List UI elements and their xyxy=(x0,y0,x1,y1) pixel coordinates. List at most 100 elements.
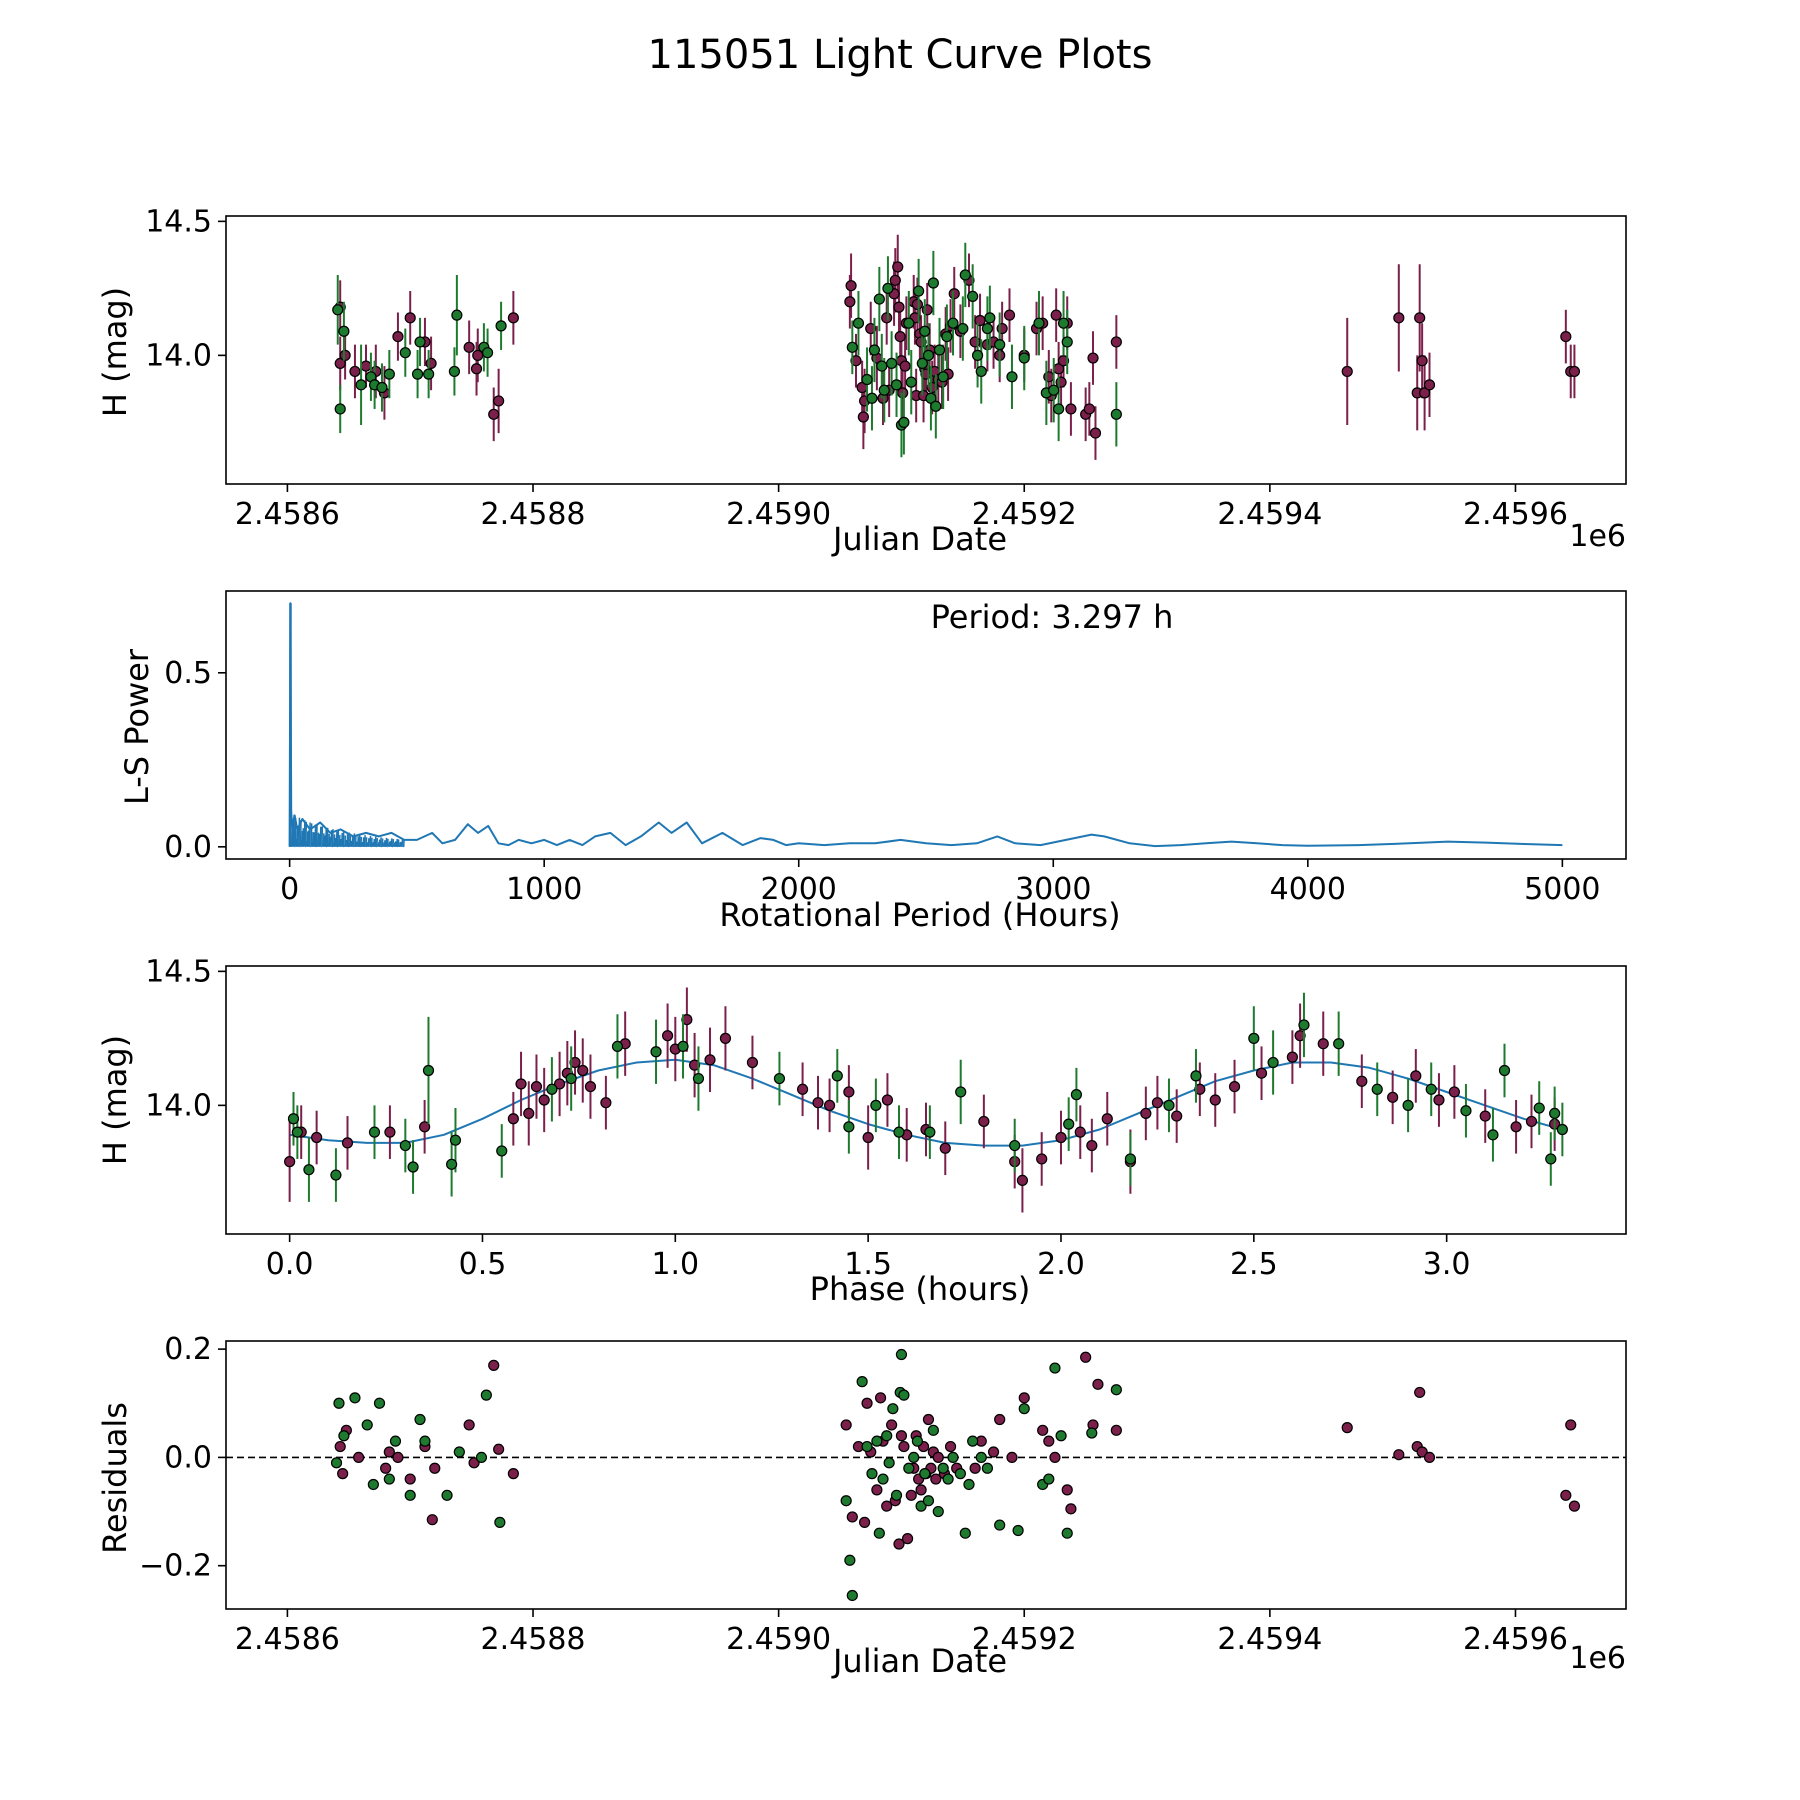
phased-data-point xyxy=(1479,1110,1491,1122)
phased-data-point xyxy=(611,1040,624,1053)
phased-data-point xyxy=(1074,1126,1086,1138)
residuals-data-point xyxy=(930,1473,942,1485)
residuals-data-point xyxy=(893,1538,905,1550)
residuals-data-point xyxy=(1037,1424,1049,1436)
residuals-data-point xyxy=(856,1376,868,1388)
lightcurve-data-point xyxy=(937,371,949,383)
lightcurve-x-tick-label: 2.4594 xyxy=(1217,497,1322,532)
phased-data-point xyxy=(812,1097,824,1109)
residuals-data-point xyxy=(967,1435,979,1447)
phased-x-tick-label: 2.5 xyxy=(1230,1247,1278,1282)
lightcurve-y-axis-label: H (mag) xyxy=(96,287,134,417)
phased-axes-frame xyxy=(225,965,1627,1235)
residuals-data-point xyxy=(1565,1419,1577,1431)
lightcurve-data-point xyxy=(876,360,888,372)
residuals-x-axis-label: Julian Date xyxy=(831,1642,1007,1680)
phased-data-point xyxy=(1063,1118,1075,1130)
residuals-data-point xyxy=(922,1495,935,1507)
phased-data-point xyxy=(1101,1113,1113,1125)
residuals-data-point xyxy=(404,1473,416,1485)
phased-data-point xyxy=(1016,1174,1029,1187)
residuals-data-point xyxy=(932,1505,944,1518)
phased-data-point xyxy=(1086,1139,1098,1152)
phased-data-point xyxy=(1425,1083,1437,1095)
lightcurve-x-axis-label: Julian Date xyxy=(831,520,1007,558)
lightcurve-data-point xyxy=(868,344,881,356)
residuals-data-point xyxy=(389,1435,402,1447)
residuals-data-point xyxy=(959,1527,971,1539)
phased-data-point xyxy=(419,1121,431,1133)
lightcurve-data-point xyxy=(399,347,411,359)
phased-data-point xyxy=(688,1059,701,1071)
lightcurve-data-point xyxy=(892,261,904,273)
phased-data-point xyxy=(1498,1064,1511,1077)
lightcurve-data-point xyxy=(873,293,885,305)
lightcurve-data-point xyxy=(360,360,372,372)
phased-data-point xyxy=(955,1086,967,1098)
phased-data-point xyxy=(1410,1070,1422,1082)
lightcurve-data-point xyxy=(1083,403,1095,415)
residuals-data-point xyxy=(898,1389,910,1401)
residuals-data-point xyxy=(871,1484,883,1496)
periodogram-y-ticks: 0.0 0.5 xyxy=(164,656,226,865)
phased-data-point xyxy=(831,1070,843,1082)
phased-data-point xyxy=(939,1142,951,1154)
residuals-data-point xyxy=(338,1430,350,1442)
residuals-data-point xyxy=(994,1519,1006,1531)
phased-data-point xyxy=(507,1113,519,1125)
lightcurve-data-point xyxy=(383,368,395,380)
lightcurve-data-point xyxy=(913,285,925,297)
residuals-data-point xyxy=(1423,1451,1436,1464)
lightcurve-series-band-b xyxy=(332,242,1122,458)
lightcurve-x-tick-label: 2.4586 xyxy=(235,497,340,532)
phased-data-point xyxy=(407,1161,419,1173)
lightcurve-data-point xyxy=(470,363,483,375)
phased-data-point xyxy=(677,1040,689,1053)
residuals-data-point xyxy=(475,1451,488,1464)
residuals-data-point xyxy=(915,1500,927,1512)
phased-data-point xyxy=(843,1086,855,1098)
lightcurve-data-point xyxy=(941,331,953,343)
phased-data-point xyxy=(1448,1086,1460,1098)
phased-data-point xyxy=(719,1032,732,1044)
lightcurve-data-point xyxy=(971,349,984,361)
periodogram-x-tick-label: 5000 xyxy=(1524,872,1600,907)
residuals-data-point xyxy=(937,1462,949,1474)
lightcurve-data-point xyxy=(969,336,981,348)
phased-data-point xyxy=(284,1156,296,1168)
residuals-data-point xyxy=(1110,1424,1122,1436)
residuals-data-point xyxy=(334,1440,346,1453)
lightcurve-data-point xyxy=(922,349,935,361)
periodogram-x-tick-label: 3000 xyxy=(1015,872,1091,907)
phased-data-point xyxy=(1140,1107,1152,1120)
periodogram-x-tick-label: 4000 xyxy=(1270,872,1346,907)
lightcurve-data-point xyxy=(967,290,979,302)
residuals-y-tick-label: 0.0 xyxy=(164,1440,212,1475)
phased-data-point xyxy=(1248,1032,1260,1044)
residuals-data-point xyxy=(1049,1362,1061,1374)
residuals-axes-frame xyxy=(225,1340,1627,1610)
phased-data-point xyxy=(681,1013,693,1026)
lightcurve-data-point xyxy=(994,339,1006,351)
phased-data-point xyxy=(577,1064,589,1077)
lightcurve-data-point xyxy=(338,325,350,337)
phased-data-point xyxy=(661,1030,674,1042)
phased-y-tick-label: 14.0 xyxy=(145,1088,212,1123)
residuals-data-point xyxy=(883,1457,895,1469)
lightcurve-data-point xyxy=(1065,403,1077,415)
lightcurve-marks xyxy=(332,234,1581,460)
residuals-data-point xyxy=(426,1514,438,1526)
phased-data-point xyxy=(449,1134,462,1146)
phased-data-point xyxy=(1055,1131,1067,1144)
residuals-data-point xyxy=(901,1533,914,1545)
residuals-data-point xyxy=(874,1392,887,1404)
phased-data-point xyxy=(384,1126,396,1138)
lightcurve-data-point xyxy=(948,288,960,300)
lightcurve-data-point xyxy=(957,322,969,335)
lightcurve-data-point xyxy=(921,304,933,316)
lightcurve-data-point xyxy=(1341,365,1353,378)
lightcurve-data-point xyxy=(890,379,903,391)
phased-data-point xyxy=(1556,1123,1568,1136)
residuals-data-point xyxy=(927,1424,939,1436)
